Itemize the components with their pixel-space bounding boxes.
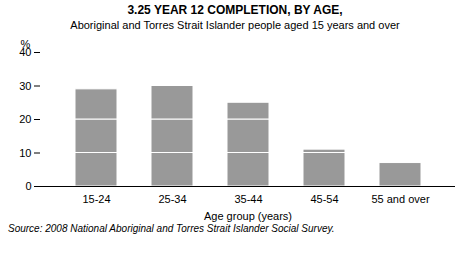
svg-text:35-44: 35-44 [234, 193, 262, 205]
svg-text:40: 40 [19, 46, 32, 58]
svg-text:%: % [21, 38, 31, 50]
svg-text:15-24: 15-24 [82, 193, 110, 205]
svg-text:0: 0 [25, 180, 31, 192]
html-text:Aboriginal and Torres Strait I: Aboriginal and Torres Strait Islander pe… [70, 19, 400, 31]
html-text:Source: 2008 National Aborigin: Source: 2008 National Aboriginal and Tor… [8, 223, 335, 234]
svg-text:30: 30 [19, 80, 31, 92]
svg-text:25-34: 25-34 [158, 193, 186, 205]
svg-text:45-54: 45-54 [310, 193, 338, 205]
svg-text:20: 20 [19, 113, 31, 125]
svg-text:Age group (years): Age group (years) [204, 210, 292, 222]
svg-text:10: 10 [19, 147, 31, 159]
html-text:3.25 YEAR 12 COMPLETION, BY AG: 3.25 YEAR 12 COMPLETION, BY AGE, [127, 3, 343, 17]
svg-text:55 and over: 55 and over [371, 193, 429, 205]
